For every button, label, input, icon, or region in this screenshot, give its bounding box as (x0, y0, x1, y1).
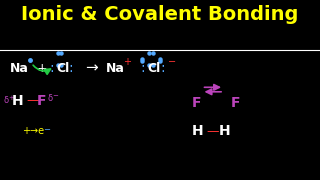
Text: Na: Na (106, 62, 124, 75)
Text: δ: δ (3, 96, 8, 105)
Text: Cl: Cl (147, 62, 160, 75)
Text: :: : (141, 61, 145, 75)
Text: H: H (12, 94, 24, 108)
Text: F: F (192, 96, 202, 110)
Text: :: : (50, 61, 54, 75)
Text: δ: δ (47, 94, 52, 103)
Text: +: + (123, 57, 131, 67)
Text: :: : (160, 61, 164, 75)
Text: +→e: +→e (22, 126, 44, 136)
Text: +: + (37, 62, 47, 75)
Text: :: : (69, 61, 73, 75)
Text: H: H (219, 124, 231, 138)
Text: Cl: Cl (56, 62, 69, 75)
Text: —: — (26, 94, 39, 107)
Text: F: F (37, 94, 46, 108)
Text: −: − (52, 93, 58, 99)
Text: −: − (168, 57, 176, 67)
Text: −: − (43, 125, 50, 134)
Text: —: — (206, 125, 219, 138)
Text: →: → (85, 61, 98, 76)
Text: F: F (230, 96, 240, 110)
Text: H: H (192, 124, 204, 138)
Text: Ionic & Covalent Bonding: Ionic & Covalent Bonding (21, 5, 299, 24)
Text: +: + (8, 95, 14, 101)
Text: Na: Na (10, 62, 28, 75)
